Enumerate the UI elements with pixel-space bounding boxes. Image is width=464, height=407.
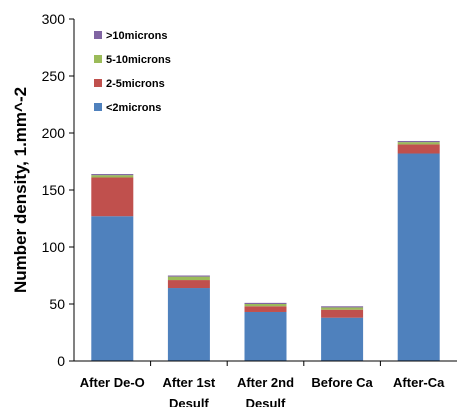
legend-swatch	[94, 79, 102, 87]
bar-segment	[397, 140, 440, 143]
y-tick-label: 200	[42, 125, 66, 141]
y-tick-label: 50	[49, 296, 65, 312]
y-tick-label: 100	[42, 239, 66, 255]
legend-swatch	[94, 103, 102, 111]
legend-label: 5-10microns	[106, 54, 171, 66]
x-axis-category-labels: After De-O After 1st Desulf After 2nd Desulf…	[80, 375, 445, 407]
bar-segment	[91, 216, 134, 361]
bar-segment	[244, 304, 287, 307]
bar-segment	[244, 306, 287, 312]
legend: >10microns 5-10microns 2-5microns <2microns	[94, 30, 171, 114]
bar-segment	[397, 142, 440, 145]
x-category-label: After De-O	[80, 375, 145, 390]
bar-segment	[91, 177, 134, 217]
y-tick-label: 300	[42, 11, 66, 27]
y-tick-label: 250	[42, 68, 66, 84]
bar-segment	[321, 317, 364, 361]
bar-segment	[244, 302, 287, 304]
x-category-label: After-Ca	[393, 375, 445, 390]
bar-segment	[91, 175, 134, 178]
y-axis-title: Number density, 1.mm^-2	[11, 87, 30, 293]
bar-segment	[167, 288, 210, 361]
x-category-label: After 2nd Desulf	[237, 375, 294, 407]
legend-swatch	[94, 31, 102, 39]
y-tick-label: 0	[57, 353, 65, 369]
legend-label: <2microns	[106, 102, 161, 114]
bar-segment	[244, 311, 287, 361]
bar-segment	[397, 153, 440, 361]
x-category-label: After 1st Desulf	[163, 375, 216, 407]
bar-segment	[91, 174, 134, 176]
bar-segment	[167, 276, 210, 281]
bar-segment	[321, 306, 364, 308]
bar-segment	[321, 307, 364, 310]
bar-segment	[167, 275, 210, 277]
y-tick-label: 150	[42, 182, 66, 198]
y-axis-ticks: 0 50 100 150 200 250 300	[42, 11, 74, 369]
bar-segment	[321, 309, 364, 318]
legend-swatch	[94, 55, 102, 63]
bar-stacks	[91, 140, 440, 366]
legend-label: 2-5microns	[106, 78, 165, 90]
bar-segment	[167, 280, 210, 289]
bar-segment	[397, 144, 440, 154]
legend-label: >10microns	[106, 30, 167, 42]
x-category-label: Before Ca	[311, 375, 373, 390]
